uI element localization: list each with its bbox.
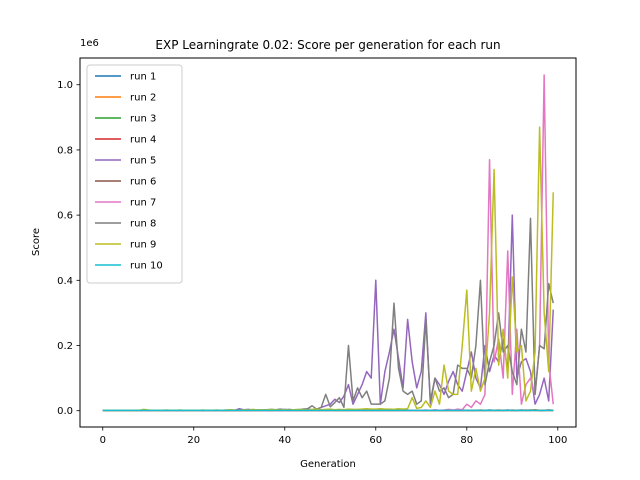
y-tick-label: 0.0 xyxy=(57,406,73,417)
x-tick-label: 20 xyxy=(187,435,200,446)
legend-box xyxy=(86,64,183,284)
legend-entry-label: run 7 xyxy=(130,198,156,209)
y-tick-label: 0.6 xyxy=(57,211,73,222)
legend: run 1 run 2 run 3 run 4 run 5 run 6 run 7 run 8… xyxy=(86,64,183,284)
legend-entry-label: run 8 xyxy=(130,219,156,230)
x-tick-label: 40 xyxy=(278,435,291,446)
plot-area xyxy=(102,74,554,412)
legend-entry-label: run 9 xyxy=(130,240,156,251)
legend-entry-label: run 5 xyxy=(130,156,156,167)
y-tick-label: 0.4 xyxy=(57,276,73,287)
x-tick-label: 0 xyxy=(100,435,106,446)
x-tick-label: 100 xyxy=(548,435,567,446)
x-tick-label: 60 xyxy=(369,435,382,446)
y-tick-label: 1.0 xyxy=(57,80,73,91)
legend-entry-label: run 4 xyxy=(130,135,156,146)
x-axis: 0 20 40 60 80 100 xyxy=(100,427,567,446)
legend-entry-label: run 3 xyxy=(130,114,156,125)
legend-entry-label: run 6 xyxy=(130,177,156,188)
chart-title: EXP Learningrate 0.02: Score per generat… xyxy=(155,38,500,52)
legend-entry-label: run 1 xyxy=(130,72,156,83)
y-tick-label: 0.2 xyxy=(57,341,73,352)
y-axis-offset-text: 1e6 xyxy=(80,38,99,49)
x-axis-label: Generation xyxy=(300,459,356,470)
legend-entry-label: run 2 xyxy=(130,93,156,104)
y-axis: 0.0 0.2 0.4 0.6 0.8 1.0 xyxy=(57,80,80,417)
x-tick-label: 80 xyxy=(460,435,473,446)
axes-frame xyxy=(79,57,577,428)
y-tick-label: 0.8 xyxy=(57,145,73,156)
legend-entry-label: run 10 xyxy=(130,261,163,272)
y-axis-label: Score xyxy=(31,228,42,256)
